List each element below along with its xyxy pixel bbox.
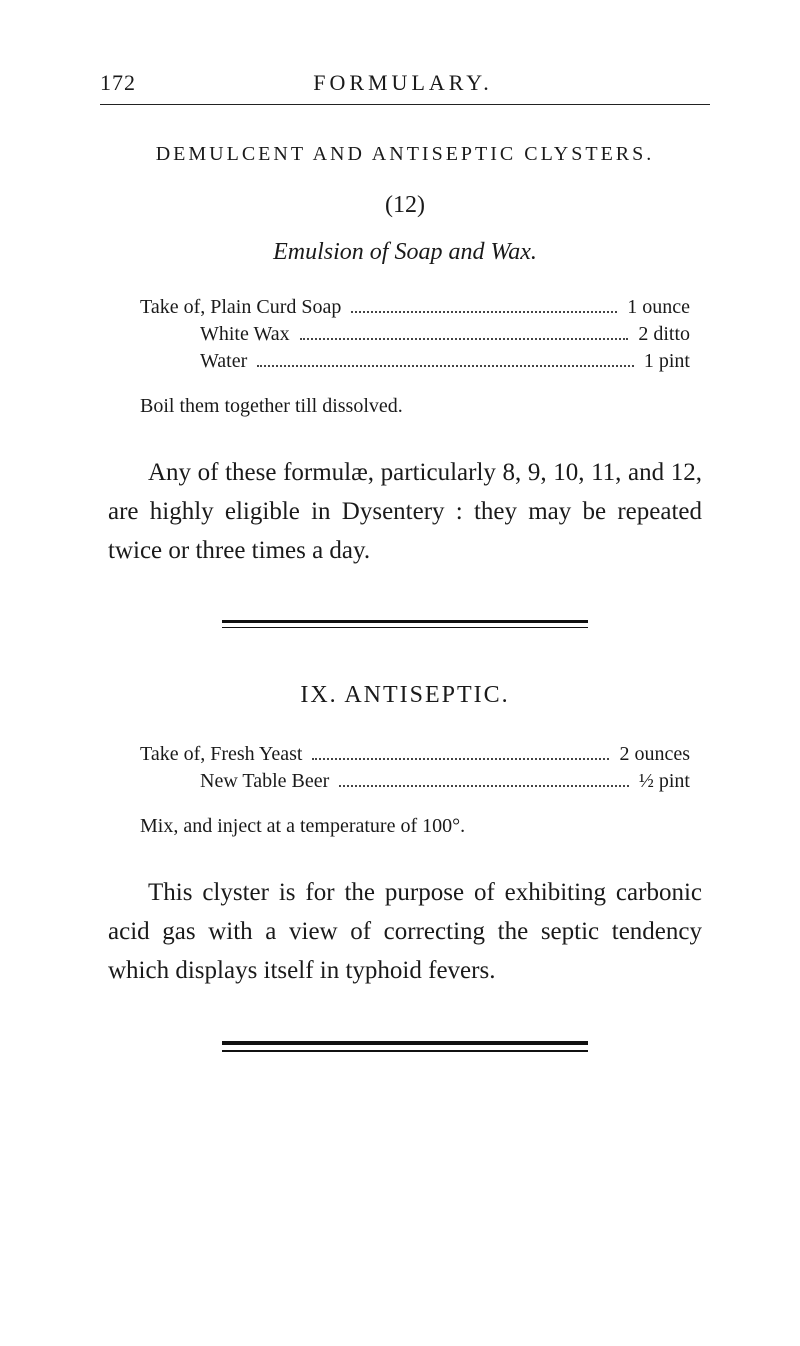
section-divider [222, 620, 588, 628]
ingredient-name: White Wax [200, 323, 290, 346]
section1-title: DEMULCENT AND ANTISEPTIC CLYSTERS. [100, 143, 710, 166]
section2-body: This clyster is for the purpose of exhib… [108, 874, 702, 990]
indent [140, 770, 200, 793]
ingredient-row: Take of, Fresh Yeast 2 ounces [140, 743, 690, 766]
take-of-lead: Take of, [140, 743, 210, 766]
running-head: 172 FORMULARY. [100, 70, 710, 96]
recipe-title: Emulsion of Soap and Wax. [100, 239, 710, 266]
indent [140, 350, 200, 373]
ingredient-qty: 2 ditto [638, 323, 690, 346]
take-of-lead: Take of, [140, 296, 210, 319]
section2-title: IX. ANTISEPTIC. [100, 682, 710, 709]
ingredient-name: Plain Curd Soap [210, 296, 341, 319]
indent [140, 323, 200, 346]
ingredient-qty: ½ pint [639, 770, 690, 793]
page: 172 FORMULARY. DEMULCENT AND ANTISEPTIC … [0, 0, 800, 1186]
recipe-instruction-2: Mix, and inject at a temperature of 100°… [140, 815, 710, 838]
leader-dots [339, 773, 629, 787]
ingredient-name: Water [200, 350, 247, 373]
leader-dots [300, 326, 629, 340]
end-divider [222, 1041, 588, 1052]
ingredient-list-1: Take of, Plain Curd Soap 1 ounce White W… [140, 296, 690, 373]
running-title: FORMULARY. [313, 70, 493, 96]
recipe-instruction-1: Boil them together till dissolved. [140, 395, 710, 418]
header-rule [100, 104, 710, 105]
leader-dots [257, 353, 634, 367]
ingredient-row: Take of, Plain Curd Soap 1 ounce [140, 296, 690, 319]
leader-dots [351, 299, 617, 313]
recipe-number: (12) [100, 192, 710, 219]
ingredient-qty: 1 ounce [627, 296, 690, 319]
ingredient-qty: 2 ounces [619, 743, 690, 766]
ingredient-name: Fresh Yeast [210, 743, 302, 766]
ingredient-row: White Wax 2 ditto [140, 323, 690, 346]
ingredient-qty: 1 pint [644, 350, 690, 373]
section1-body: Any of these formulæ, particularly 8, 9,… [108, 454, 702, 570]
ingredient-list-2: Take of, Fresh Yeast 2 ounces New Table … [140, 743, 690, 793]
ingredient-row: New Table Beer ½ pint [140, 770, 690, 793]
page-number: 172 [100, 70, 136, 96]
leader-dots [312, 746, 609, 760]
ingredient-name: New Table Beer [200, 770, 329, 793]
ingredient-row: Water 1 pint [140, 350, 690, 373]
